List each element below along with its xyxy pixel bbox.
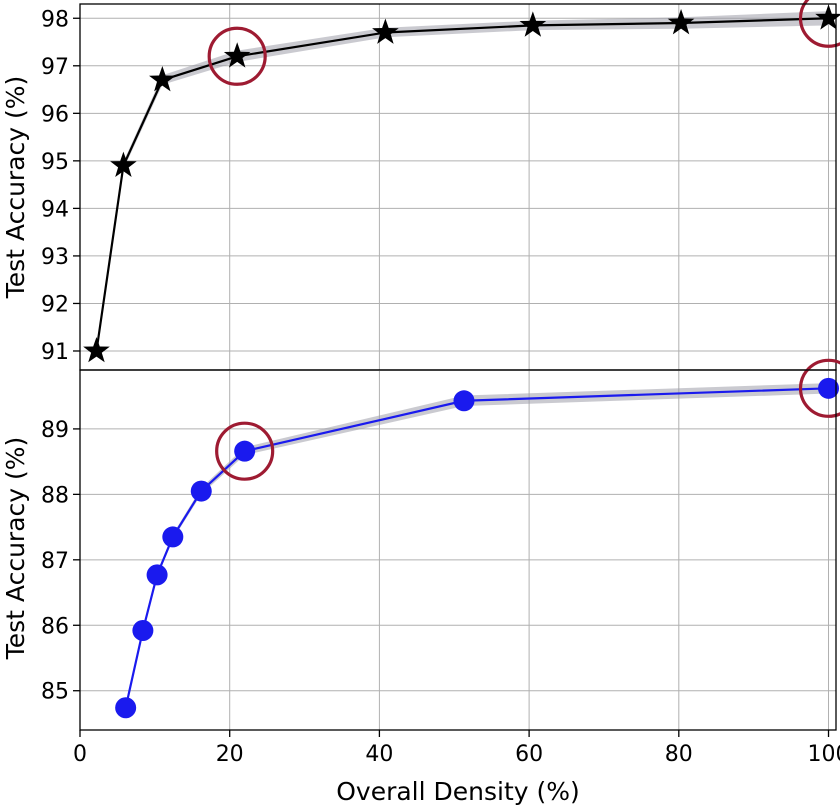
y-tick-label: 98 [41,7,69,32]
highlight-ring [207,26,267,86]
y-tick-label: 85 [41,680,69,705]
circle-marker [132,620,154,642]
circle-marker [234,440,256,462]
top-panel: 91 92 93 94 95 96 97 98 Test Accuracy (%) [1,0,840,371]
x-tick-label: 40 [365,742,393,767]
confidence-band [125,383,829,711]
x-axis-title: Overall Density (%) [336,777,580,806]
highlight-ring [215,421,275,481]
circle-marker [818,377,840,399]
star-marker [83,336,110,363]
y-tick-label: 93 [41,245,69,270]
x-tick-label: 80 [665,742,693,767]
y-tick-label: 88 [41,483,69,508]
plot-frame [79,3,837,371]
y-tick-label: 87 [41,549,69,574]
y-tick-label: 95 [41,150,69,175]
series-line [124,387,829,708]
star-marker [110,151,137,177]
y-axis-title: Test Accuracy (%) [1,437,30,661]
star-marker [223,42,251,68]
y-tick-label: 91 [41,340,69,365]
star-marker [372,18,399,44]
y-axis-title: Test Accuracy (%) [1,76,30,300]
highlight-ring [798,358,840,418]
plot-frame [79,369,837,731]
y-tick-label: 96 [41,102,69,127]
circle-marker [115,697,137,719]
star-marker [519,11,547,37]
x-tick-label: 60 [515,742,543,767]
star-marker [815,4,840,30]
highlight-ring [798,0,840,48]
x-tick-label: 20 [216,742,244,767]
star-marker [667,9,695,35]
circle-marker [146,564,168,586]
y-tick-label: 89 [41,418,69,443]
x-tick-label: 0 [73,742,87,767]
y-tick-label: 97 [41,55,69,80]
circle-marker [453,390,475,412]
circle-marker [190,480,212,502]
star-marker [149,66,176,92]
bottom-panel: 85 86 87 88 89 0 20 40 60 80 100 Test Accuracy (%) O… [1,358,840,806]
series-line [95,17,829,352]
y-tick-label: 86 [41,614,69,639]
y-tick-label: 92 [41,292,69,317]
circle-marker [162,526,184,548]
x-tick-label: 100 [808,742,840,767]
y-tick-label: 94 [41,197,69,222]
